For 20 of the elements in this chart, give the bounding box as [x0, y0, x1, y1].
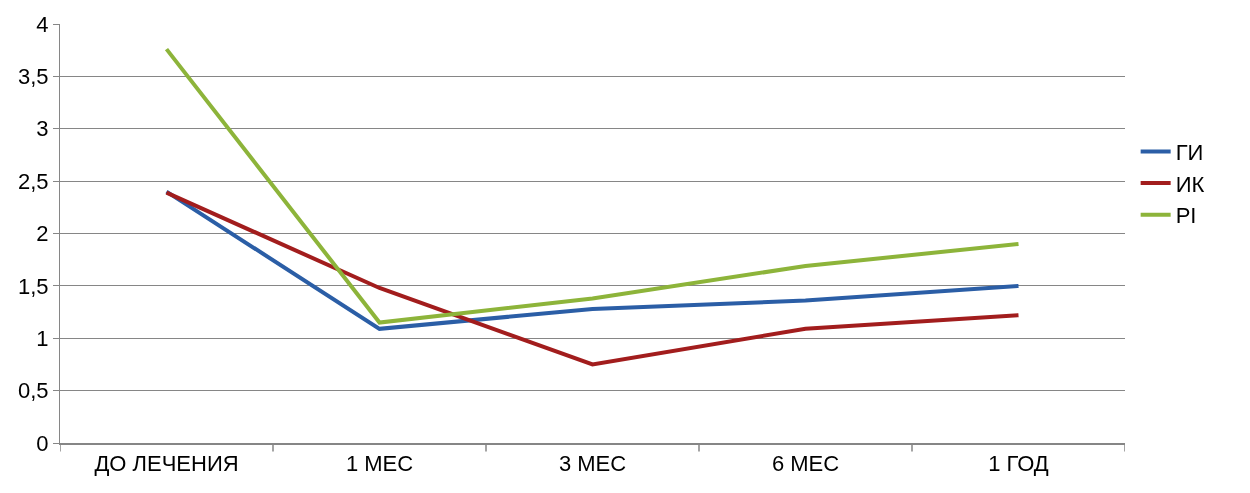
legend-label: PI: [1175, 203, 1197, 229]
y-tick-label: 2,5: [18, 168, 49, 194]
y-tick-label: 0,5: [18, 378, 49, 404]
x-tick-label: 1 ГОД: [988, 451, 1049, 477]
y-tick-label: 3,5: [18, 64, 49, 90]
y-tick-label: 4: [36, 11, 49, 37]
x-tick-label: 3 МЕС: [558, 451, 627, 477]
legend-label: ИК: [1175, 171, 1205, 197]
line-series: [164, 189, 1021, 331]
x-tick-label: 6 МЕС: [771, 451, 840, 477]
y-tick-label: 0: [36, 430, 49, 456]
y-tick-label: 1,5: [18, 273, 49, 299]
y-tick-label: 3: [36, 116, 49, 142]
line-series: [164, 190, 1021, 367]
line-series: [164, 47, 1021, 325]
y-tick-label: 1: [36, 325, 49, 351]
x-tick-label: 1 МЕС: [345, 451, 414, 477]
y-tick-label: 2: [36, 221, 49, 247]
legend-label: ГИ: [1175, 140, 1204, 166]
x-tick-label: ДО ЛЕЧЕНИЯ: [94, 451, 239, 477]
